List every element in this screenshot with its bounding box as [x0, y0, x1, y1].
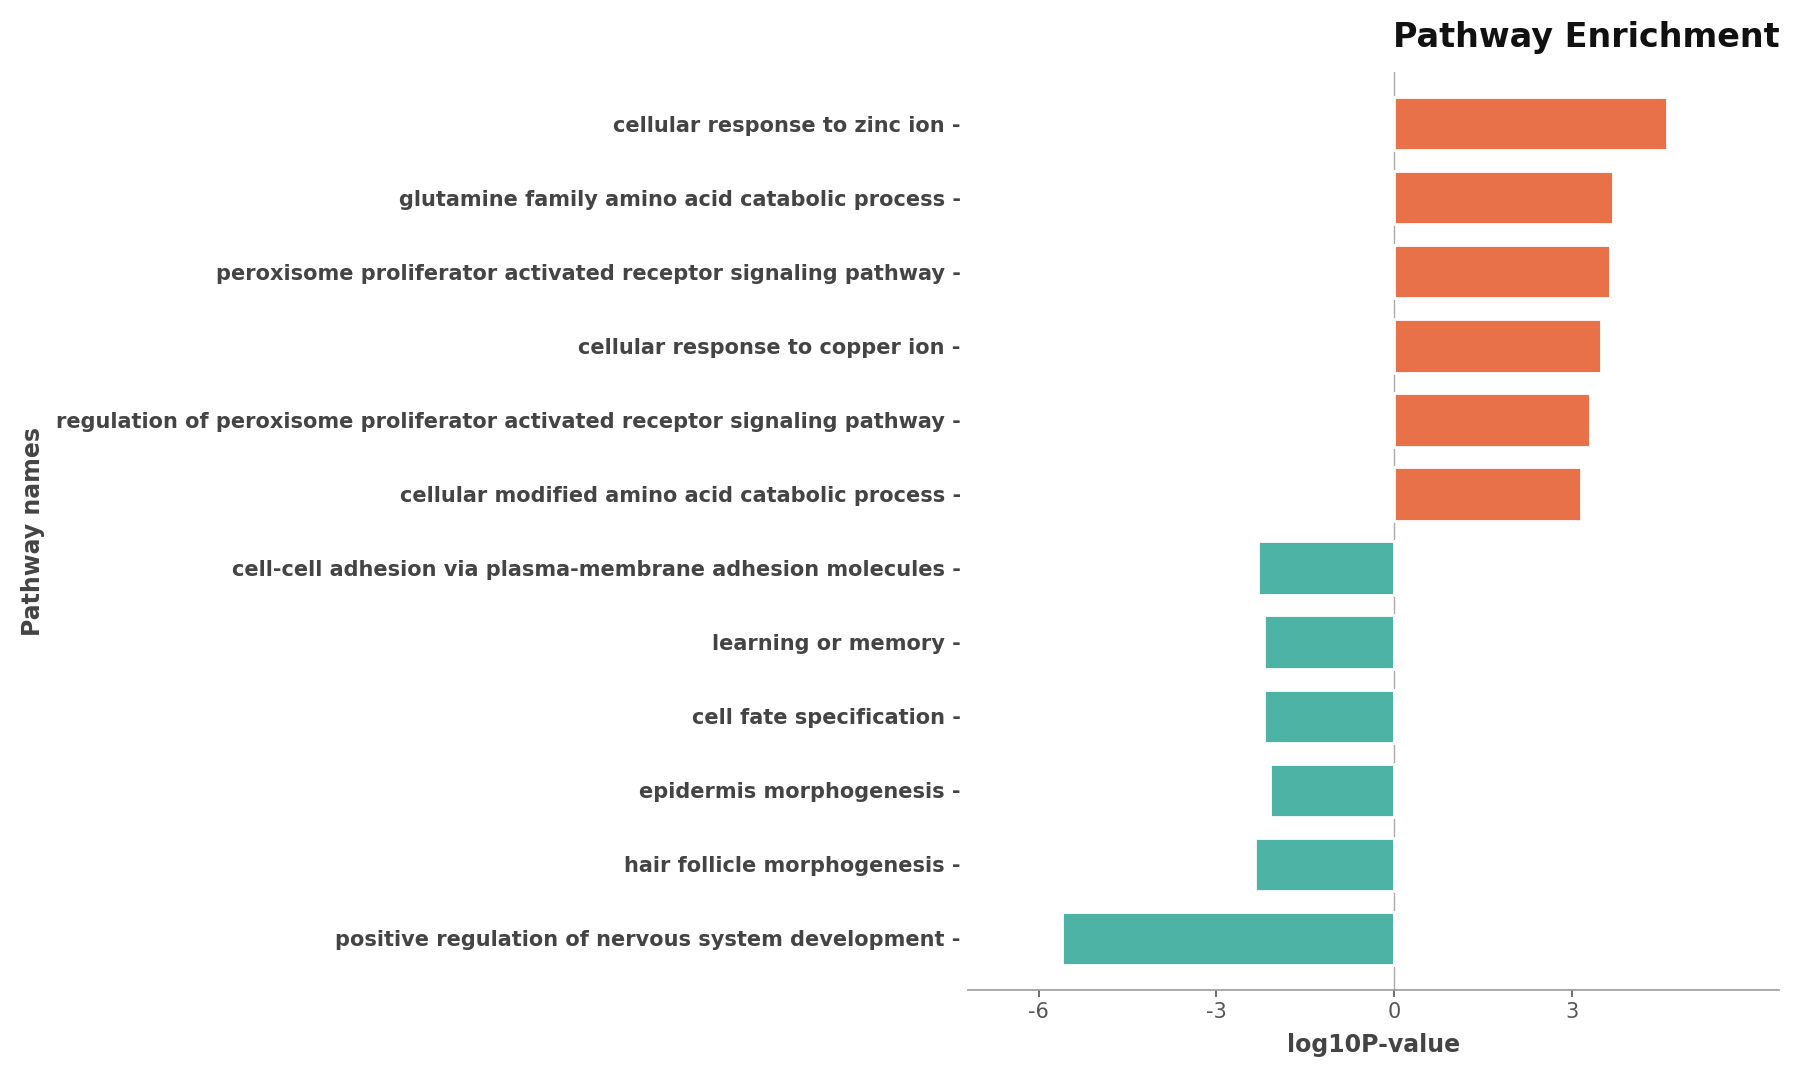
- Bar: [1395, 393, 1589, 446]
- X-axis label: log10P-value: log10P-value: [1287, 1033, 1460, 1058]
- Bar: [1258, 541, 1395, 595]
- Bar: [1395, 245, 1611, 299]
- Text: Pathway Enrichment: Pathway Enrichment: [1393, 20, 1778, 54]
- Bar: [1395, 319, 1602, 373]
- Bar: [1269, 763, 1395, 817]
- Bar: [1264, 616, 1395, 668]
- Bar: [1062, 912, 1395, 965]
- Bar: [1264, 690, 1395, 743]
- Bar: [1395, 468, 1580, 521]
- Y-axis label: Pathway names: Pathway names: [22, 427, 45, 636]
- Bar: [1395, 171, 1613, 224]
- Bar: [1255, 838, 1395, 892]
- Bar: [1395, 97, 1667, 150]
